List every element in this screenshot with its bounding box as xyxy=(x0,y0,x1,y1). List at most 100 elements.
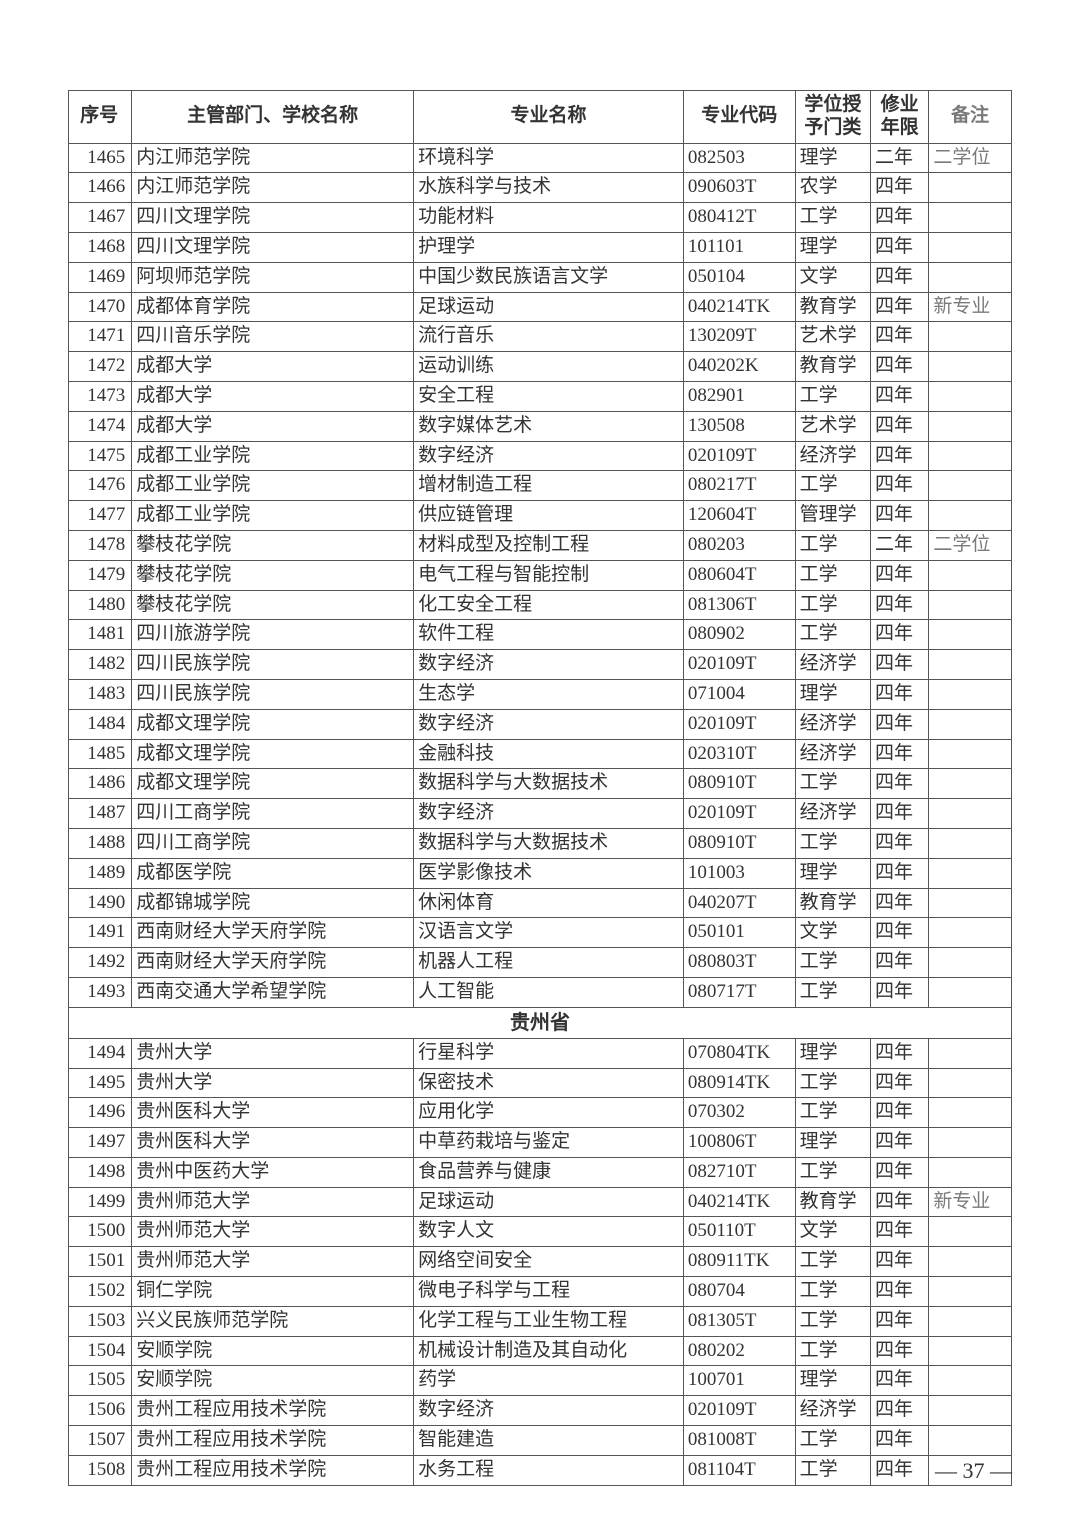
cell-degree: 工学 xyxy=(795,1068,870,1098)
cell-note xyxy=(929,948,1012,978)
cell-code: 020109T xyxy=(683,799,795,829)
cell-degree: 艺术学 xyxy=(795,322,870,352)
section-divider-row: 贵州省 xyxy=(69,1007,1012,1038)
table-row: 1490成都锦城学院休闲体育040207T教育学四年 xyxy=(69,888,1012,918)
cell-code: 100701 xyxy=(683,1366,795,1396)
cell-degree: 教育学 xyxy=(795,292,870,322)
cell-code: 080914TK xyxy=(683,1068,795,1098)
cell-note xyxy=(929,590,1012,620)
cell-school: 成都文理学院 xyxy=(132,709,414,739)
cell-school: 攀枝花学院 xyxy=(132,590,414,620)
cell-id: 1505 xyxy=(69,1366,132,1396)
cell-degree: 理学 xyxy=(795,1038,870,1068)
cell-major: 流行音乐 xyxy=(414,322,684,352)
table-row: 1477成都工业学院供应链管理120604T管理学四年 xyxy=(69,501,1012,531)
cell-school: 成都工业学院 xyxy=(132,441,414,471)
cell-degree: 工学 xyxy=(795,1247,870,1277)
cell-id: 1471 xyxy=(69,322,132,352)
cell-degree: 工学 xyxy=(795,1336,870,1366)
cell-school: 安顺学院 xyxy=(132,1366,414,1396)
cell-major: 软件工程 xyxy=(414,620,684,650)
cell-id: 1476 xyxy=(69,471,132,501)
cell-school: 四川工商学院 xyxy=(132,828,414,858)
cell-degree: 管理学 xyxy=(795,501,870,531)
cell-note xyxy=(929,1306,1012,1336)
cell-note xyxy=(929,322,1012,352)
cell-degree: 工学 xyxy=(795,769,870,799)
cell-degree: 理学 xyxy=(795,858,870,888)
cell-id: 1477 xyxy=(69,501,132,531)
cell-years: 四年 xyxy=(871,590,929,620)
cell-major: 应用化学 xyxy=(414,1098,684,1128)
cell-code: 080911TK xyxy=(683,1247,795,1277)
table-row: 1497贵州医科大学中草药栽培与鉴定100806T理学四年 xyxy=(69,1128,1012,1158)
cell-major: 足球运动 xyxy=(414,1187,684,1217)
cell-note xyxy=(929,1157,1012,1187)
cell-id: 1493 xyxy=(69,977,132,1007)
cell-id: 1488 xyxy=(69,828,132,858)
cell-degree: 文学 xyxy=(795,918,870,948)
cell-years: 四年 xyxy=(871,1038,929,1068)
cell-note xyxy=(929,471,1012,501)
section-divider: 贵州省 xyxy=(69,1007,1012,1038)
cell-major: 数据科学与大数据技术 xyxy=(414,828,684,858)
cell-major: 生态学 xyxy=(414,679,684,709)
table-row: 1468四川文理学院护理学101101理学四年 xyxy=(69,232,1012,262)
table-row: 1502铜仁学院微电子科学与工程080704工学四年 xyxy=(69,1277,1012,1307)
cell-school: 成都大学 xyxy=(132,411,414,441)
header-school: 主管部门、学校名称 xyxy=(132,91,414,144)
cell-id: 1489 xyxy=(69,858,132,888)
cell-years: 四年 xyxy=(871,352,929,382)
cell-major: 护理学 xyxy=(414,232,684,262)
table-row: 1498贵州中医药大学食品营养与健康082710T工学四年 xyxy=(69,1157,1012,1187)
cell-school: 兴义民族师范学院 xyxy=(132,1306,414,1336)
cell-note xyxy=(929,560,1012,590)
cell-major: 中国少数民族语言文学 xyxy=(414,262,684,292)
cell-note: 新专业 xyxy=(929,292,1012,322)
cell-id: 1473 xyxy=(69,381,132,411)
cell-note xyxy=(929,828,1012,858)
cell-code: 080604T xyxy=(683,560,795,590)
cell-degree: 工学 xyxy=(795,530,870,560)
cell-degree: 工学 xyxy=(795,1157,870,1187)
cell-code: 082710T xyxy=(683,1157,795,1187)
cell-note xyxy=(929,1336,1012,1366)
cell-id: 1491 xyxy=(69,918,132,948)
cell-note xyxy=(929,1426,1012,1456)
cell-years: 四年 xyxy=(871,888,929,918)
cell-major: 增材制造工程 xyxy=(414,471,684,501)
cell-note xyxy=(929,1366,1012,1396)
table-row: 1488四川工商学院数据科学与大数据技术080910T工学四年 xyxy=(69,828,1012,858)
cell-school: 成都锦城学院 xyxy=(132,888,414,918)
cell-note xyxy=(929,232,1012,262)
cell-degree: 农学 xyxy=(795,173,870,203)
cell-school: 攀枝花学院 xyxy=(132,530,414,560)
cell-degree: 工学 xyxy=(795,590,870,620)
cell-years: 四年 xyxy=(871,1366,929,1396)
cell-degree: 工学 xyxy=(795,1426,870,1456)
cell-note xyxy=(929,1098,1012,1128)
cell-major: 行星科学 xyxy=(414,1038,684,1068)
cell-code: 071004 xyxy=(683,679,795,709)
table-row: 1483四川民族学院生态学071004理学四年 xyxy=(69,679,1012,709)
cell-years: 四年 xyxy=(871,1098,929,1128)
cell-major: 数字经济 xyxy=(414,1396,684,1426)
cell-major: 足球运动 xyxy=(414,292,684,322)
cell-major: 化学工程与工业生物工程 xyxy=(414,1306,684,1336)
table-row: 1486成都文理学院数据科学与大数据技术080910T工学四年 xyxy=(69,769,1012,799)
cell-school: 贵州工程应用技术学院 xyxy=(132,1455,414,1485)
cell-school: 成都工业学院 xyxy=(132,501,414,531)
cell-major: 数字经济 xyxy=(414,709,684,739)
cell-code: 130508 xyxy=(683,411,795,441)
cell-degree: 教育学 xyxy=(795,1187,870,1217)
cell-code: 050101 xyxy=(683,918,795,948)
cell-years: 四年 xyxy=(871,441,929,471)
cell-code: 080902 xyxy=(683,620,795,650)
cell-school: 贵州大学 xyxy=(132,1068,414,1098)
cell-years: 四年 xyxy=(871,471,929,501)
cell-degree: 工学 xyxy=(795,828,870,858)
cell-note xyxy=(929,799,1012,829)
cell-note xyxy=(929,650,1012,680)
table-row: 1495贵州大学保密技术080914TK工学四年 xyxy=(69,1068,1012,1098)
cell-id: 1492 xyxy=(69,948,132,978)
